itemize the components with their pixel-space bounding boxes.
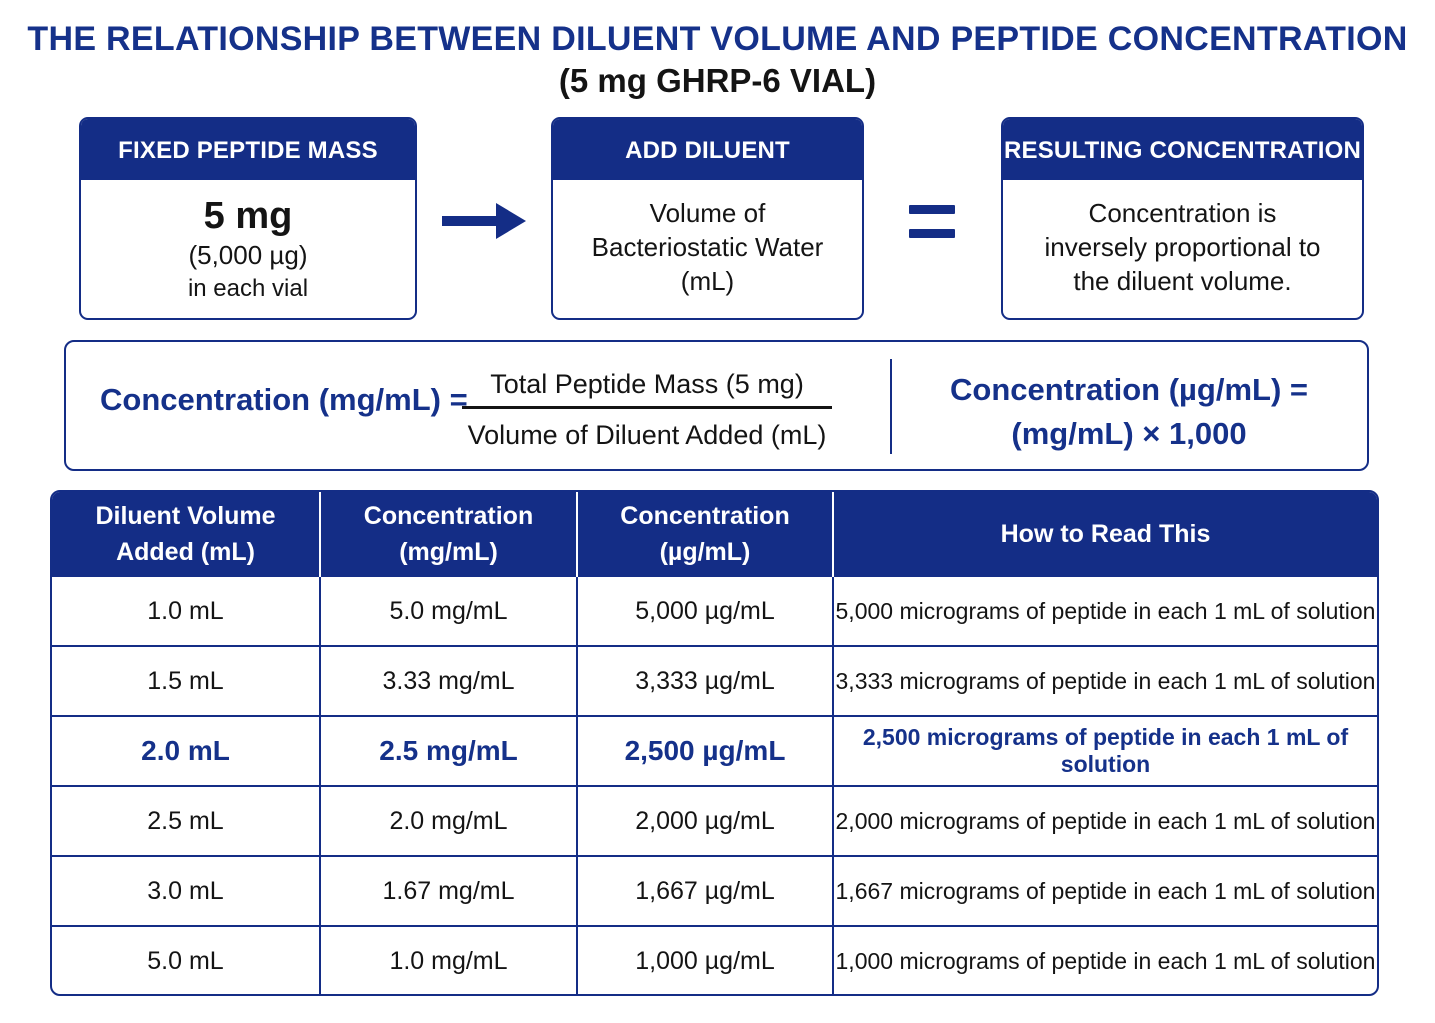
table-row: 1.0 mL 5.0 mg/mL 5,000 µg/mL 5,000 micro… <box>52 575 1377 646</box>
peptide-mass-amount: 5 mg <box>203 195 293 237</box>
diluent-volume-cell: 5.0 mL <box>52 925 321 994</box>
column-header: Concentration (mg/mL) <box>320 492 578 576</box>
card-heading: FIXED PEPTIDE MASS <box>81 119 415 180</box>
concentration-ug-cell: 2,000 µg/mL <box>577 785 834 856</box>
diluent-text-line: (mL) <box>680 266 735 296</box>
result-text-line: Concentration is <box>1088 198 1277 228</box>
column-header-line: Concentration <box>620 501 790 530</box>
concentration-ug-cell: 2,500 µg/mL <box>577 715 834 786</box>
card-heading: RESULTING CONCENTRATION <box>1003 119 1362 180</box>
how-to-read-cell: 5,000 micrograms of peptide in each 1 mL… <box>833 575 1377 646</box>
diluent-volume-cell: 3.0 mL <box>52 855 321 926</box>
concentration-mg-cell: 3.33 mg/mL <box>320 645 578 716</box>
concentration-mg-cell: 2.0 mg/mL <box>320 785 578 856</box>
concentration-ug-cell: 1,667 µg/mL <box>577 855 834 926</box>
concentration-mg-cell: 2.5 mg/mL <box>320 715 578 786</box>
result-text-line: the diluent volume. <box>1073 266 1292 296</box>
concentration-mg-cell: 5.0 mg/mL <box>320 575 578 646</box>
concentration-ug-cell: 5,000 µg/mL <box>577 575 834 646</box>
peptide-mass-note: in each vial <box>187 275 309 302</box>
how-to-read-cell: 2,500 micrograms of peptide in each 1 mL… <box>833 715 1377 786</box>
arrow-right-icon <box>442 203 526 239</box>
table-row: 1.5 mL 3.33 mg/mL 3,333 µg/mL 3,333 micr… <box>52 645 1377 716</box>
diluent-volume-cell: 1.0 mL <box>52 575 321 646</box>
result-text-line: inversely proportional to <box>1044 232 1321 262</box>
add-diluent-card: ADD DILUENT Volume of Bacteriostatic Wat… <box>551 117 864 320</box>
table-row-highlighted: 2.0 mL 2.5 mg/mL 2,500 µg/mL 2,500 micro… <box>52 715 1377 786</box>
formula-left-label: Concentration (mg/mL) = <box>100 382 468 417</box>
column-header: Diluent Volume Added (mL) <box>52 492 321 576</box>
concentration-table: Diluent Volume Added (mL) Concentration … <box>50 490 1379 996</box>
concentration-mg-cell: 1.67 mg/mL <box>320 855 578 926</box>
concentration-ug-cell: 3,333 µg/mL <box>577 645 834 716</box>
column-header: Concentration (µg/mL) <box>577 492 834 576</box>
page-title: THE RELATIONSHIP BETWEEN DILUENT VOLUME … <box>27 20 1408 58</box>
formula-fraction: Total Peptide Mass (5 mg) Volume of Dilu… <box>462 364 832 455</box>
formula-conversion: Concentration (µg/mL) = (mg/mL) × 1,000 <box>904 368 1354 456</box>
column-header: How to Read This <box>833 492 1377 576</box>
diluent-volume-cell: 2.0 mL <box>52 715 321 786</box>
card-heading: ADD DILUENT <box>553 119 862 180</box>
column-header-line: Diluent Volume <box>95 501 276 530</box>
fixed-peptide-mass-card: FIXED PEPTIDE MASS 5 mg (5,000 µg) in ea… <box>79 117 417 320</box>
fraction-denominator: Volume of Diluent Added (mL) <box>467 420 827 450</box>
table-header-row: Diluent Volume Added (mL) Concentration … <box>52 492 1377 576</box>
conversion-line: (mg/mL) × 1,000 <box>1011 416 1247 451</box>
diluent-text-line: Volume of <box>649 198 766 228</box>
page-subtitle: (5 mg GHRP-6 VIAL) <box>558 62 877 99</box>
fraction-numerator: Total Peptide Mass (5 mg) <box>490 369 804 399</box>
column-header-line: Added (mL) <box>116 537 255 566</box>
resulting-concentration-card: RESULTING CONCENTRATION Concentration is… <box>1001 117 1364 320</box>
how-to-read-cell: 2,000 micrograms of peptide in each 1 mL… <box>833 785 1377 856</box>
column-header-line: (µg/mL) <box>659 537 751 566</box>
how-to-read-cell: 1,667 micrograms of peptide in each 1 mL… <box>833 855 1377 926</box>
how-to-read-cell: 1,000 micrograms of peptide in each 1 mL… <box>833 925 1377 994</box>
concentration-mg-cell: 1.0 mg/mL <box>320 925 578 994</box>
peptide-mass-micrograms: (5,000 µg) <box>188 240 308 270</box>
column-header-line: (mg/mL) <box>399 537 498 566</box>
column-header-line: Concentration <box>363 501 534 530</box>
how-to-read-cell: 3,333 micrograms of peptide in each 1 mL… <box>833 645 1377 716</box>
concentration-ug-cell: 1,000 µg/mL <box>577 925 834 994</box>
conversion-line: Concentration (µg/mL) = <box>950 372 1308 407</box>
diluent-text-line: Bacteriostatic Water <box>591 232 824 262</box>
table-row: 2.5 mL 2.0 mg/mL 2,000 µg/mL 2,000 micro… <box>52 785 1377 856</box>
formula-divider <box>890 359 892 454</box>
table-row: 3.0 mL 1.67 mg/mL 1,667 µg/mL 1,667 micr… <box>52 855 1377 926</box>
formula-box: Concentration (mg/mL) = Total Peptide Ma… <box>64 340 1369 471</box>
fraction-bar <box>462 406 832 409</box>
diluent-volume-cell: 1.5 mL <box>52 645 321 716</box>
diluent-volume-cell: 2.5 mL <box>52 785 321 856</box>
equals-icon <box>909 205 955 239</box>
column-header-line: How to Read This <box>1000 519 1211 548</box>
table-row: 5.0 mL 1.0 mg/mL 1,000 µg/mL 1,000 micro… <box>52 925 1377 994</box>
